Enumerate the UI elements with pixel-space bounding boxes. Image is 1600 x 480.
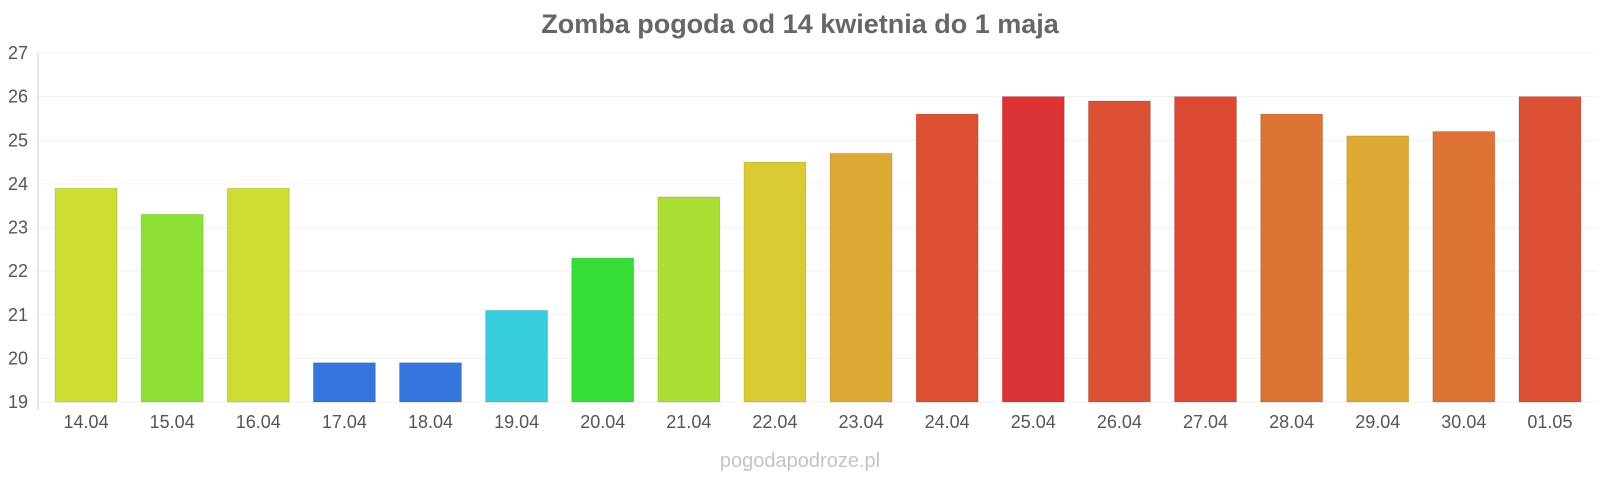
x-tick-label: 28.04 (1269, 412, 1314, 432)
y-tick-label: 20 (8, 348, 28, 368)
x-tick-label: 27.04 (1183, 412, 1228, 432)
y-tick-label: 25 (8, 130, 28, 150)
bar-17.04[interactable] (312, 362, 376, 403)
x-tick-label: 19.04 (494, 412, 539, 432)
bar-18.04[interactable] (399, 362, 462, 403)
bar-23.04[interactable] (829, 152, 893, 403)
x-tick-label: 24.04 (925, 412, 970, 432)
bar-30.04[interactable] (1432, 131, 1496, 403)
x-tick-label: 26.04 (1097, 412, 1142, 432)
x-tick-label: 22.04 (752, 412, 797, 432)
bar-16.04[interactable] (226, 187, 290, 403)
x-tick-label: 17.04 (322, 412, 367, 432)
y-axis-tick-labels: 19 20 21 22 23 24 25 26 27 (8, 43, 28, 412)
y-tick-label: 19 (8, 392, 28, 412)
bar-26.04[interactable] (1087, 100, 1151, 403)
bar-27.04[interactable] (1174, 96, 1237, 403)
y-tick-label: 27 (8, 43, 28, 63)
x-tick-label: 15.04 (150, 412, 195, 432)
bar-15.04[interactable] (140, 213, 204, 403)
x-tick-label: 20.04 (580, 412, 625, 432)
x-tick-label: 18.04 (408, 412, 453, 432)
y-tick-label: 21 (8, 305, 28, 325)
source-label[interactable]: pogodapodroze.pl (720, 450, 880, 472)
grid-lines (38, 52, 1598, 403)
bar-28.04[interactable] (1260, 113, 1324, 403)
bar-22.04[interactable] (743, 161, 807, 403)
y-tick-label: 24 (8, 174, 28, 194)
x-tick-label: 14.04 (64, 412, 109, 432)
bar-21.04[interactable] (657, 196, 721, 403)
bar-20.04[interactable] (571, 257, 635, 403)
y-tick-label: 23 (8, 218, 28, 238)
x-tick-label: 25.04 (1011, 412, 1056, 432)
x-tick-label: 30.04 (1441, 412, 1486, 432)
x-tick-label: 16.04 (236, 412, 281, 432)
bar-14.04[interactable] (54, 187, 118, 403)
x-axis-tick-labels: 14.04 15.04 16.04 17.04 18.04 19.04 20.04 21.04… (64, 412, 1573, 432)
y-tick-label: 26 (8, 87, 28, 107)
x-tick-label: 23.04 (839, 412, 884, 432)
bar-29.04[interactable] (1346, 135, 1410, 403)
bar-25.04[interactable] (1001, 96, 1065, 403)
x-tick-label: 29.04 (1355, 412, 1400, 432)
y-tick-label: 22 (8, 261, 28, 281)
bar-01.05[interactable] (1518, 96, 1582, 403)
x-tick-label: 01.05 (1527, 412, 1572, 432)
x-tick-label: 21.04 (666, 412, 711, 432)
bar-19.04[interactable] (485, 309, 549, 403)
bars (54, 96, 1582, 403)
bar-24.04[interactable] (915, 113, 979, 403)
chart-title: Zomba pogoda od 14 kwietnia do 1 maja (541, 9, 1060, 39)
